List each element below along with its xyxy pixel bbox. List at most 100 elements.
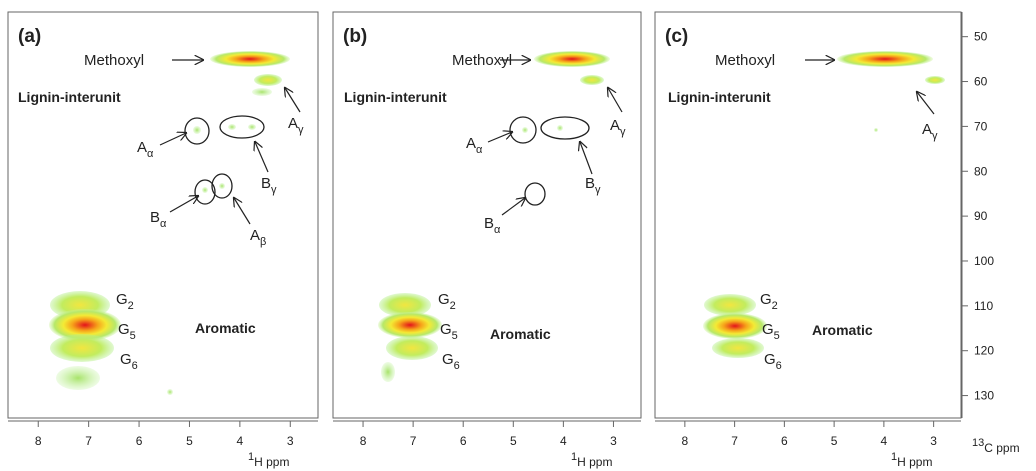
peak-annotation: Aγ	[610, 117, 626, 138]
subscript: 5	[774, 330, 780, 342]
subscript: γ	[595, 184, 601, 196]
label-text: Methoxyl	[715, 52, 775, 69]
arrow	[255, 142, 269, 173]
peak-contour	[379, 293, 431, 317]
label-text: G	[764, 351, 776, 368]
arrow	[580, 142, 593, 175]
x-tick-label: 5	[186, 434, 193, 448]
label-text: B	[585, 175, 595, 192]
label-text: Methoxyl	[84, 52, 144, 69]
peak-annotation: G6	[120, 351, 138, 372]
label-text: B	[261, 175, 271, 192]
peak-annotation: Bα	[150, 209, 167, 230]
peak-contour	[704, 294, 756, 316]
label-text: G	[116, 291, 128, 308]
region-label: Lignin-interunit	[344, 89, 447, 105]
panel-label: (a)	[18, 26, 41, 47]
label-text: G	[762, 321, 774, 338]
peak-contour	[56, 366, 100, 390]
label-text: H ppm	[577, 455, 612, 469]
peak-contour	[381, 362, 395, 382]
label-text: G	[442, 351, 454, 368]
y-tick-label: 120	[974, 344, 994, 358]
peak-annotation: G2	[116, 291, 134, 312]
subscript: β	[260, 236, 266, 248]
label-text: A	[922, 121, 932, 138]
peak-contour	[210, 51, 290, 67]
y-axis-label: 13C ppm	[972, 437, 1020, 455]
superscript: 1	[248, 451, 254, 463]
arrow	[501, 198, 525, 216]
arrow	[487, 132, 512, 143]
label-text: G	[440, 321, 452, 338]
peak-contour	[248, 124, 256, 130]
region-label: Lignin-interunit	[668, 89, 771, 105]
x-tick-label: 4	[881, 434, 888, 448]
peak-annotation: G5	[762, 321, 780, 342]
subscript: 6	[454, 360, 460, 372]
x-tick-label: 7	[85, 434, 92, 448]
subscript: 2	[128, 300, 134, 312]
x-tick-label: 3	[930, 434, 937, 448]
x-tick-label: 6	[136, 434, 143, 448]
peak-circle	[211, 173, 233, 199]
peak-contour	[50, 334, 114, 362]
peak-annotation: Bγ	[261, 175, 277, 196]
peak-contour	[837, 51, 933, 67]
x-tick-label: 8	[35, 434, 42, 448]
peak-contour	[219, 183, 225, 189]
peak-annotation: Methoxyl	[452, 52, 512, 69]
peak-annotation: G5	[440, 321, 458, 342]
peak-contour	[228, 124, 236, 130]
label-text: A	[250, 227, 260, 244]
subscript: 2	[450, 300, 456, 312]
y-tick-label: 60	[974, 75, 988, 89]
superscript: 1	[891, 451, 897, 463]
x-tick-label: 3	[287, 434, 294, 448]
arrow	[917, 92, 935, 115]
label-text: A	[288, 115, 298, 132]
subscript: α	[494, 224, 501, 236]
peak-contour	[522, 127, 528, 133]
y-tick-label: 70	[974, 119, 988, 133]
peak-contour	[378, 312, 442, 338]
y-tick-label: 90	[974, 209, 988, 223]
peak-contour	[254, 74, 282, 86]
peak-circle	[184, 117, 210, 145]
peak-annotation: Aγ	[288, 115, 304, 136]
region-label: Aromatic	[812, 322, 873, 338]
label-text: B	[150, 209, 160, 226]
label-text: G	[120, 351, 132, 368]
y-tick-label: 110	[974, 299, 993, 313]
subscript: 5	[452, 330, 458, 342]
panel-frame	[7, 11, 319, 419]
peak-annotation: G6	[442, 351, 460, 372]
peak-contour	[193, 126, 201, 134]
peak-annotation: G2	[760, 291, 778, 312]
x-axis-label: 1H ppm	[248, 451, 289, 469]
peak-circle	[219, 115, 265, 139]
x-tick-label: 7	[731, 434, 738, 448]
subscript: 6	[776, 360, 782, 372]
peak-contour	[386, 336, 438, 360]
peak-contour	[580, 75, 604, 85]
label-text: G	[438, 291, 450, 308]
x-axis-label: 1H ppm	[571, 451, 612, 469]
subscript: α	[476, 144, 483, 156]
label-text: A	[137, 139, 147, 156]
label-text: B	[484, 215, 494, 232]
subscript: γ	[271, 184, 277, 196]
region-label: Aromatic	[195, 320, 256, 336]
peak-contour	[202, 187, 208, 193]
x-tick-label: 4	[237, 434, 244, 448]
peak-contour	[712, 338, 764, 358]
subscript: γ	[620, 126, 626, 138]
peak-annotation: Methoxyl	[715, 52, 775, 69]
peak-annotation: Aβ	[250, 227, 266, 248]
subscript: γ	[932, 130, 938, 142]
panel-frame	[654, 11, 962, 419]
subscript: 5	[130, 330, 136, 342]
peak-annotation: G2	[438, 291, 456, 312]
peak-annotation: Methoxyl	[84, 52, 144, 69]
